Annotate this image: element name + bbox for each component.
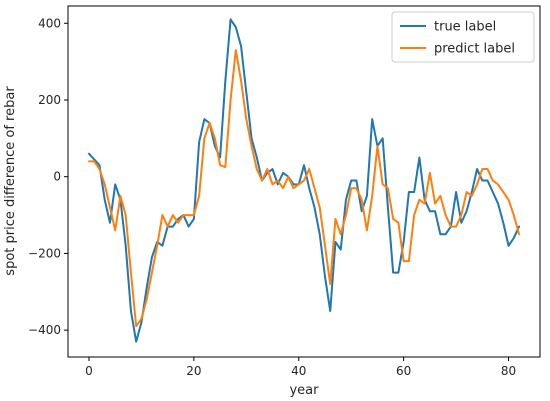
x-tick-label: 80: [501, 364, 516, 378]
x-tick-label: 40: [291, 364, 306, 378]
y-tick-label: −400: [28, 323, 61, 337]
series-line-true-label: [87, 18, 521, 343]
x-tick-label: 20: [186, 364, 201, 378]
x-tick-label: 0: [85, 364, 93, 378]
y-tick-label: 400: [38, 16, 61, 30]
x-axis-label: year: [289, 383, 319, 398]
y-axis: −400 −200 0 200 400: [28, 16, 68, 337]
x-axis: 0 20 40 60 80: [85, 357, 516, 378]
series-layer: [87, 18, 521, 343]
plot-frame: [67, 5, 541, 358]
legend-label-predict-label: predict label: [434, 42, 515, 57]
y-tick-label: 200: [38, 93, 61, 107]
y-tick-label: 0: [53, 170, 61, 184]
x-tick-label: 60: [396, 364, 411, 378]
legend-label-true-label: true label: [434, 20, 496, 35]
y-axis-label: spot price difference of rebar: [3, 86, 18, 276]
y-tick-label: −200: [28, 246, 61, 260]
legend: true label predict label: [391, 11, 535, 63]
series-line-predict-label: [87, 49, 521, 328]
legend-box: [391, 11, 535, 63]
